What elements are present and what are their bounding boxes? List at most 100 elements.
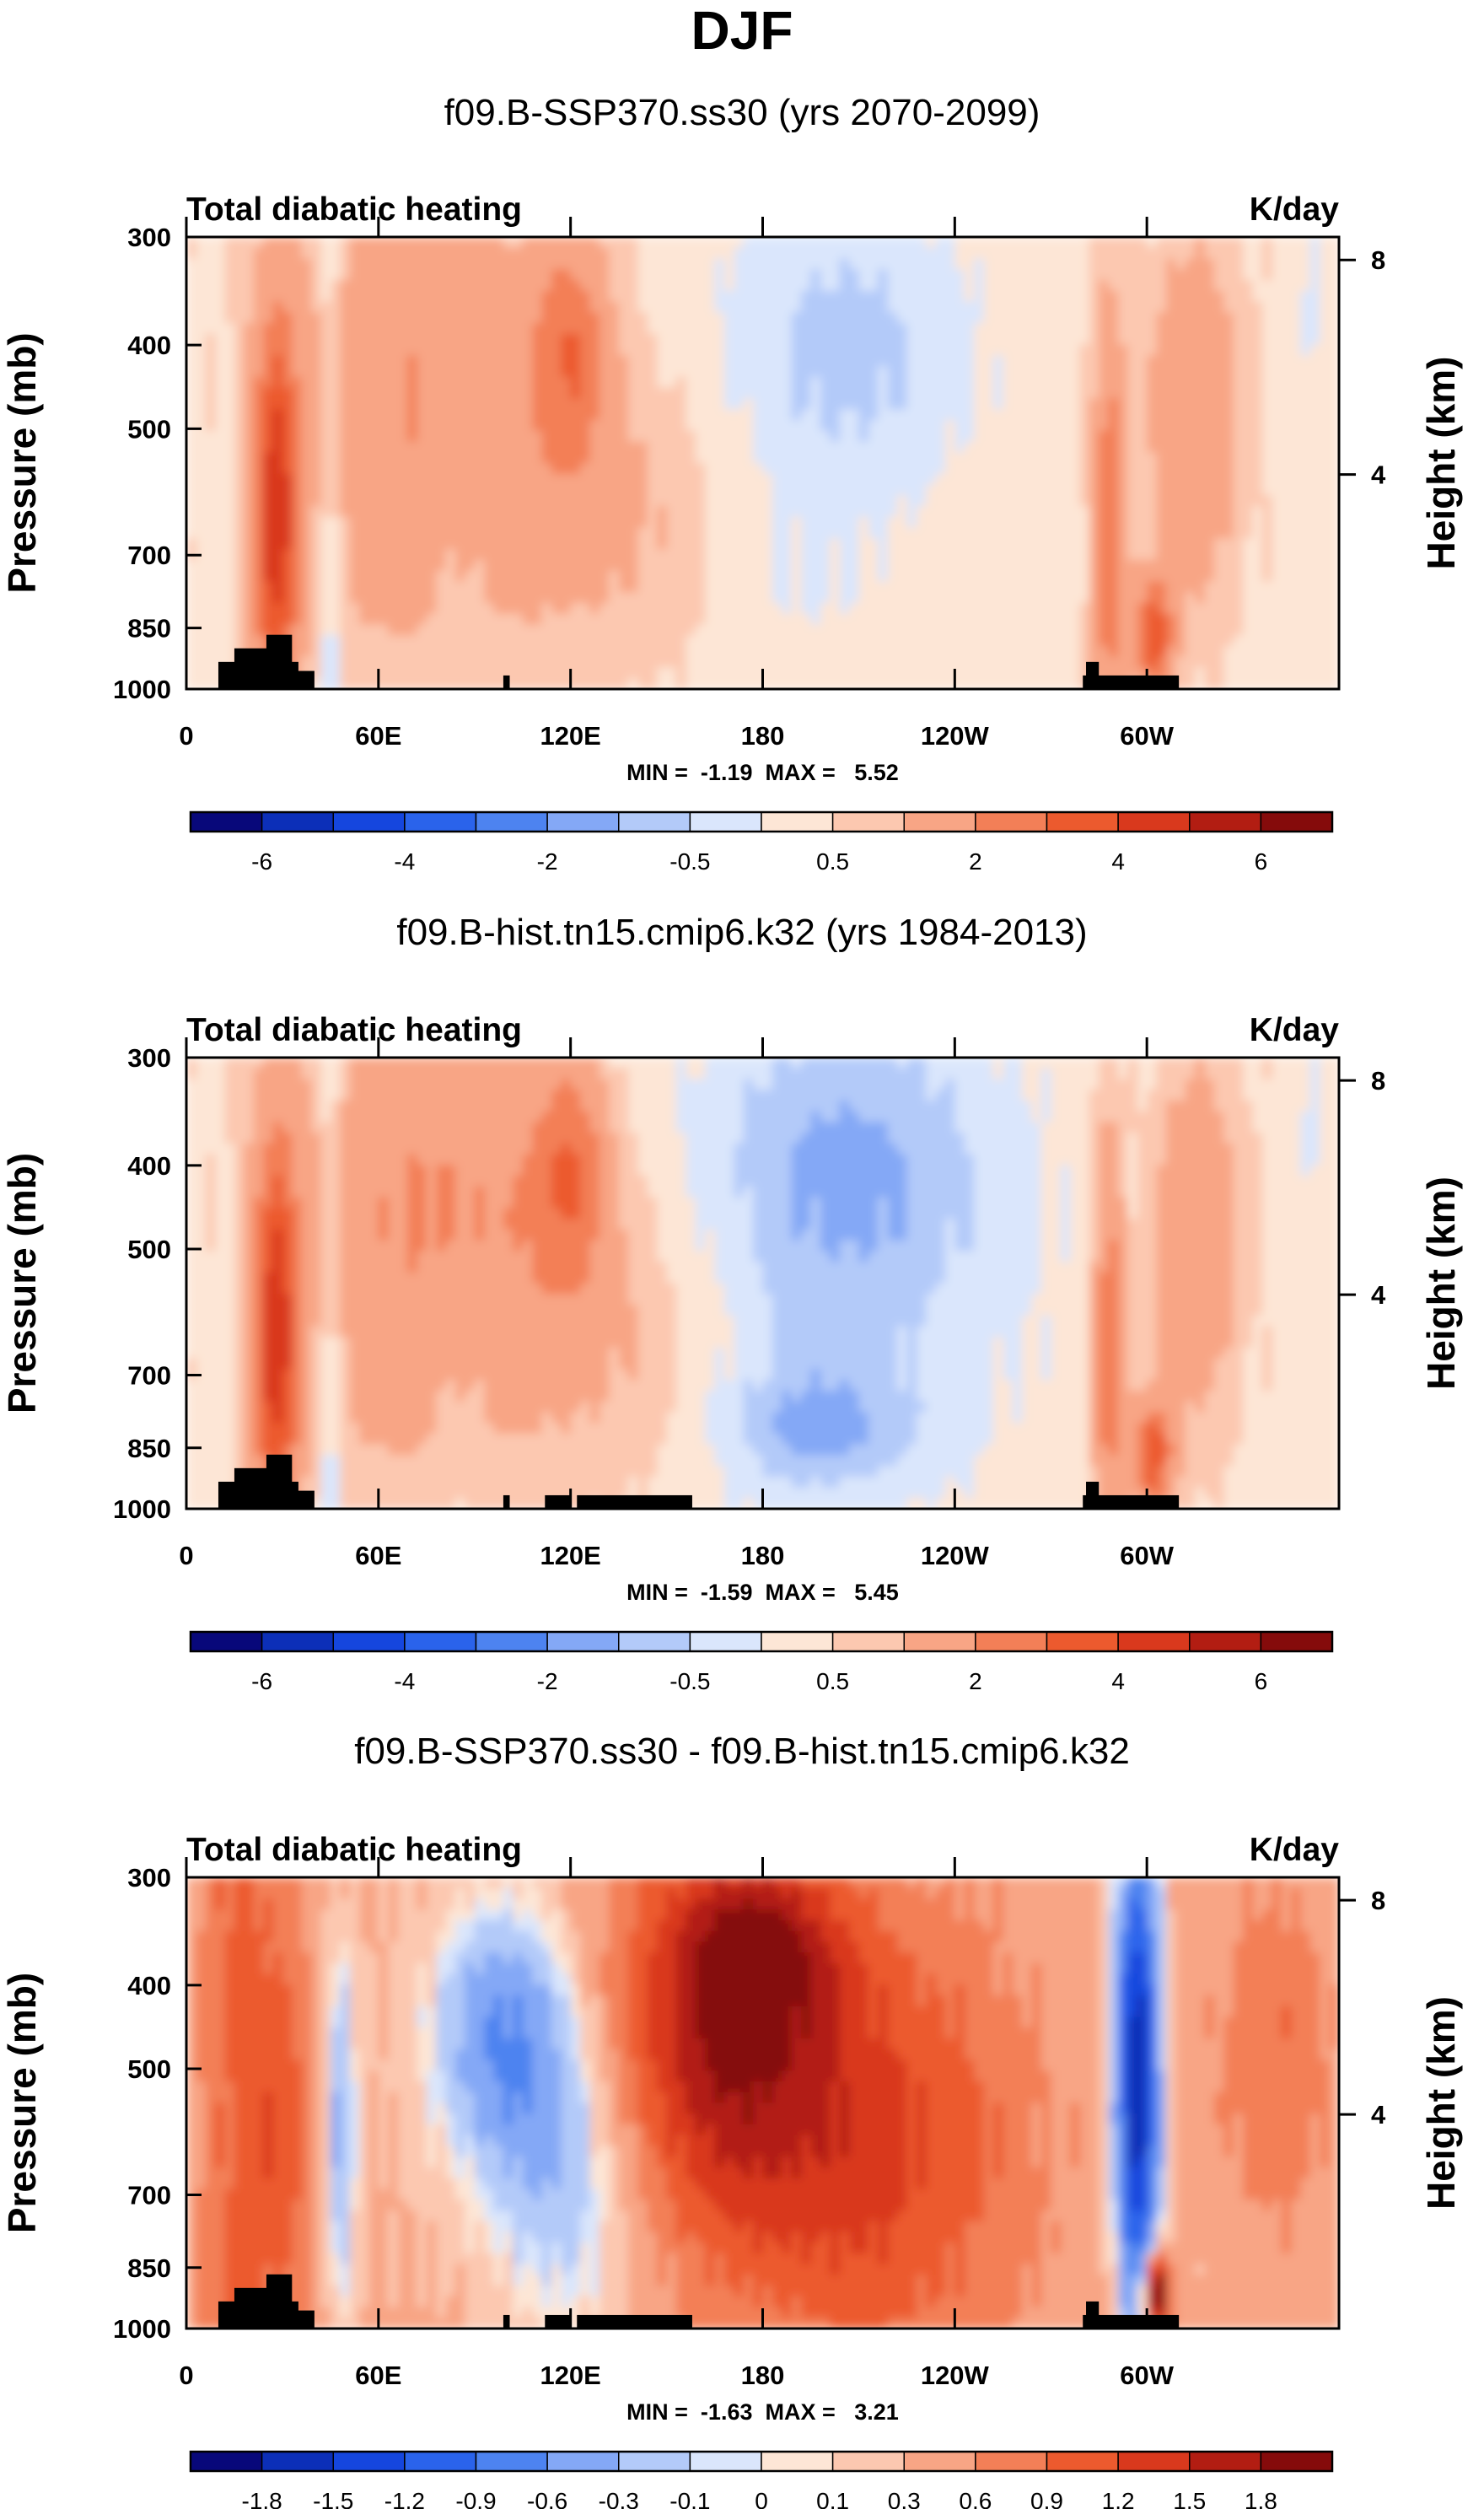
heatmap-cell	[570, 355, 581, 367]
heatmap-cell	[311, 602, 322, 615]
heatmap-cell	[1060, 473, 1071, 486]
heatmap-cell	[782, 398, 793, 410]
heatmap-cell	[1213, 387, 1225, 400]
heatmap-cell	[637, 527, 648, 540]
heatmap-cell	[407, 387, 418, 400]
heatmap-cell	[292, 602, 303, 615]
heatmap-cell	[801, 355, 812, 367]
heatmap-cell	[992, 613, 1004, 626]
heatmap-cell	[887, 645, 898, 658]
heatmap-cell	[1233, 387, 1244, 400]
heatmap-cell	[675, 516, 687, 529]
heatmap-cell	[484, 258, 495, 271]
heatmap-cell	[916, 602, 927, 615]
heatmap-cell	[1165, 613, 1177, 626]
heatmap-cell	[686, 247, 696, 260]
heatmap-cell	[1108, 376, 1119, 389]
heatmap-cell	[1309, 344, 1321, 357]
heatmap-cell	[1261, 516, 1273, 529]
heatmap-cell	[397, 398, 408, 410]
heatmap-cell	[1079, 258, 1090, 271]
heatmap-cell	[1320, 441, 1331, 454]
heatmap-cell	[561, 355, 572, 367]
heatmap-cell	[762, 441, 773, 454]
heatmap-cell	[734, 409, 745, 421]
heatmap-cell	[513, 441, 524, 454]
heatmap-cell	[1195, 484, 1206, 497]
heatmap-cell	[675, 484, 687, 497]
heatmap-cell	[330, 387, 341, 400]
heatmap-cell	[368, 602, 379, 615]
heatmap-cell	[830, 301, 841, 314]
heatmap-cell	[637, 409, 648, 421]
heatmap-cell	[926, 624, 937, 636]
heatmap-cell	[311, 355, 322, 367]
heatmap-cell	[647, 484, 658, 497]
heatmap-cell	[791, 333, 802, 346]
heatmap-cell	[1175, 635, 1186, 647]
heatmap-cell	[522, 398, 533, 410]
heatmap-cell	[215, 430, 226, 443]
heatmap-cell	[292, 430, 303, 443]
heatmap-cell	[1195, 269, 1206, 281]
heatmap-cell	[1175, 645, 1186, 658]
heatmap-cell	[1147, 312, 1158, 324]
heatmap-cell	[1175, 602, 1186, 615]
heatmap-cell	[234, 613, 245, 626]
heatmap-cell	[1272, 376, 1282, 389]
heatmap-cell	[407, 344, 418, 357]
figure-title: DJF	[691, 0, 793, 61]
heatmap-cell	[1003, 473, 1014, 486]
heatmap-cell	[791, 430, 802, 443]
heatmap-cell	[1329, 290, 1340, 303]
heatmap-cell	[782, 333, 793, 346]
heatmap-cell	[964, 237, 975, 249]
heatmap-cell	[417, 635, 427, 647]
heatmap-cell	[436, 495, 447, 507]
heatmap-cell	[522, 301, 533, 314]
heatmap-cell	[445, 387, 456, 400]
heatmap-cell	[896, 387, 908, 400]
heatmap-cell	[1320, 419, 1331, 432]
heatmap-cell	[1223, 624, 1234, 636]
heatmap-cell	[253, 269, 264, 281]
heatmap-cell	[916, 613, 927, 626]
heatmap-cell	[647, 258, 658, 271]
heatmap-cell	[1233, 366, 1244, 378]
heatmap-cell	[705, 355, 716, 367]
heatmap-cell	[454, 323, 466, 335]
heatmap-cell	[272, 602, 283, 615]
heatmap-cell	[426, 645, 437, 658]
heatmap-cell	[628, 473, 639, 486]
heatmap-cell	[1185, 366, 1196, 378]
heatmap-cell	[1127, 355, 1138, 367]
heatmap-cell	[830, 409, 841, 421]
heatmap-cell	[1012, 624, 1023, 636]
heatmap-cell	[301, 258, 312, 271]
heatmap-cell	[868, 570, 879, 583]
heatmap-cell	[378, 409, 390, 421]
heatmap-cell	[801, 667, 812, 680]
heatmap-cell	[580, 301, 591, 314]
heatmap-cell	[686, 495, 696, 507]
heatmap-cell	[1031, 484, 1042, 497]
heatmap-cell	[723, 376, 735, 389]
heatmap-cell	[1175, 656, 1186, 669]
heatmap-cell	[618, 645, 629, 658]
heatmap-cell	[1233, 280, 1244, 292]
heatmap-cell	[714, 645, 725, 658]
heatmap-cell	[1137, 441, 1148, 454]
heatmap-cell	[1204, 398, 1215, 410]
heatmap-cell	[205, 269, 216, 281]
heatmap-cell	[743, 527, 754, 540]
heatmap-cell	[253, 538, 264, 550]
heatmap-cell	[916, 667, 927, 680]
heatmap-cell	[926, 667, 937, 680]
heatmap-cell	[1070, 613, 1081, 626]
heatmap-cell	[224, 398, 235, 410]
heatmap-cell	[484, 430, 495, 443]
heatmap-cell	[849, 635, 860, 647]
heatmap-cell	[426, 581, 437, 593]
heatmap-cell	[1012, 355, 1023, 367]
heatmap-cell	[1300, 387, 1311, 400]
